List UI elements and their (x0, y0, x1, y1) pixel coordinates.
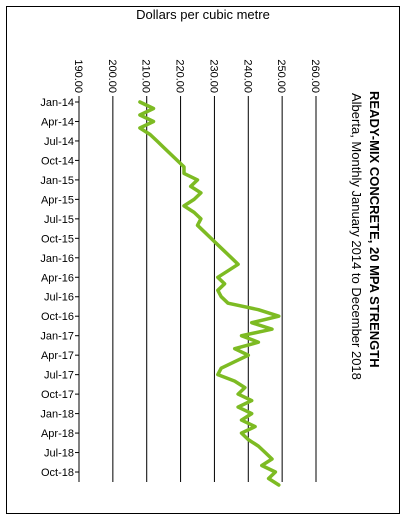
time-tick-label: Jan-16 (40, 253, 74, 265)
time-tick-label: Jul-17 (44, 370, 74, 382)
time-tick-label: Apr-14 (41, 116, 74, 128)
time-tick-label: Jul-16 (44, 292, 74, 304)
time-tick-label: Jul-14 (44, 136, 74, 148)
time-tick-label: Oct-18 (41, 467, 74, 479)
value-tick-label: 200.00 (106, 59, 118, 93)
time-tick-label: Oct-15 (41, 233, 74, 245)
time-tick-label: Jan-18 (40, 409, 74, 421)
value-tick-label: 230.00 (207, 59, 219, 93)
time-tick-label: Jan-17 (40, 331, 74, 343)
value-tick-label: 260.00 (309, 59, 321, 93)
value-axis-title: Dollars per cubic metre (136, 7, 270, 22)
chart-title: READY-MIX CONCRETE, 20 MPA STRENGTH (367, 91, 382, 368)
time-tick-label: Oct-16 (41, 311, 74, 323)
time-tick-label: Apr-18 (41, 428, 74, 440)
time-tick-label: Jul-15 (44, 214, 74, 226)
value-tick-label: 240.00 (241, 59, 253, 93)
time-tick-label: Apr-16 (41, 272, 74, 284)
value-tick-label: 190.00 (72, 59, 84, 93)
value-tick-label: 220.00 (174, 59, 186, 93)
time-tick-label: Jan-15 (40, 175, 74, 187)
time-tick-label: Apr-17 (41, 350, 74, 362)
time-tick-label: Apr-15 (41, 194, 74, 206)
value-tick-label: 210.00 (140, 59, 152, 93)
chart-subtitle: Alberta, Monthly January 2014 to Decembe… (349, 93, 364, 380)
series-line (138, 100, 281, 487)
chart-frame (6, 6, 400, 514)
time-tick-label: Jul-18 (44, 448, 74, 460)
time-tick-label: Oct-14 (41, 155, 74, 167)
time-tick-label: Oct-17 (41, 389, 74, 401)
time-tick-label: Jan-14 (40, 97, 74, 109)
value-tick-label: 250.00 (275, 59, 287, 93)
